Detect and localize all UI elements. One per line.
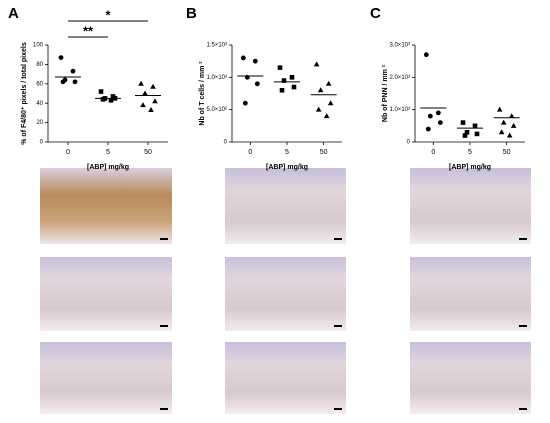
significance-label: ** <box>83 23 94 38</box>
data-point <box>496 106 503 112</box>
y-tick-label: 1.5×10³ <box>206 43 227 49</box>
x-tick-label: 0 <box>248 149 252 156</box>
data-point <box>435 110 441 116</box>
data-point <box>508 113 515 119</box>
y-axis-label: Nb of T cells / mm ² <box>199 61 206 126</box>
data-point <box>254 81 260 87</box>
data-point <box>327 100 334 106</box>
y-tick-label: 5.0×10² <box>206 107 227 113</box>
y-tick-label: 2.0×10³ <box>389 75 410 81</box>
y-tick-label: 0 <box>224 140 228 146</box>
data-point <box>437 120 443 125</box>
data-point <box>462 133 468 138</box>
panel-label: C <box>370 5 381 22</box>
y-tick-label: 40 <box>36 101 43 107</box>
data-point <box>138 80 144 86</box>
data-point <box>425 126 431 132</box>
y-tick-label: 60 <box>36 81 43 87</box>
data-point <box>58 55 64 61</box>
y-tick-label: 1.0×10³ <box>206 75 227 81</box>
data-point <box>325 80 332 86</box>
y-axis-label: % of F4/80⁺ pixels / total pixels <box>21 42 28 145</box>
data-point <box>60 79 66 85</box>
x-axis-label: [ABP] mg/kg <box>266 164 308 171</box>
x-axis-label: [ABP] mg/kg <box>87 164 129 171</box>
x-tick-label: 0 <box>431 149 435 156</box>
panel-label: A <box>8 5 19 22</box>
data-point <box>279 87 285 93</box>
data-point <box>72 79 78 85</box>
histology <box>40 168 531 414</box>
data-point <box>100 97 106 102</box>
data-point <box>289 75 295 80</box>
data-point <box>506 132 513 138</box>
data-point <box>142 90 148 96</box>
data-point <box>460 120 466 125</box>
y-tick-label: 0 <box>40 140 44 146</box>
data-point <box>317 87 324 93</box>
y-axis-label: Nb of PNN / mm ² <box>382 64 389 122</box>
data-point <box>474 131 480 137</box>
panel-label: B <box>186 5 197 22</box>
data-point <box>472 123 478 129</box>
data-point <box>242 100 248 106</box>
x-tick-label: 5 <box>106 149 110 156</box>
data-point <box>510 122 517 128</box>
data-point <box>313 61 320 67</box>
y-tick-label: 20 <box>36 120 43 126</box>
y-tick-label: 0 <box>407 140 411 146</box>
data-point <box>108 97 114 103</box>
data-point <box>464 130 470 135</box>
data-point <box>315 106 322 112</box>
x-tick-label: 50 <box>503 149 511 156</box>
data-point <box>277 65 283 70</box>
data-point <box>152 98 158 104</box>
y-tick-label: 1.0×10³ <box>389 107 410 113</box>
data-point <box>323 113 330 119</box>
data-point <box>498 129 505 135</box>
data-point <box>291 84 297 90</box>
x-tick-label: 5 <box>285 149 289 156</box>
y-tick-label: 100 <box>33 43 44 49</box>
data-point <box>150 83 156 89</box>
data-point <box>148 106 154 112</box>
y-tick-label: 80 <box>36 62 43 68</box>
y-tick-label: 3.0×10³ <box>389 43 410 49</box>
x-axis-label: [ABP] mg/kg <box>449 164 491 171</box>
x-tick-label: 0 <box>66 149 70 156</box>
data-point <box>140 102 146 108</box>
x-tick-label: 5 <box>468 149 472 156</box>
data-point <box>98 89 104 94</box>
data-point <box>70 68 76 74</box>
data-point <box>252 58 258 64</box>
x-tick-label: 50 <box>320 149 328 156</box>
data-point <box>240 55 246 61</box>
significance-label: * <box>105 7 111 22</box>
x-tick-label: 50 <box>144 149 152 156</box>
data-point <box>500 119 507 125</box>
data-point <box>423 52 429 58</box>
data-point <box>281 78 287 83</box>
data-point <box>427 113 433 119</box>
